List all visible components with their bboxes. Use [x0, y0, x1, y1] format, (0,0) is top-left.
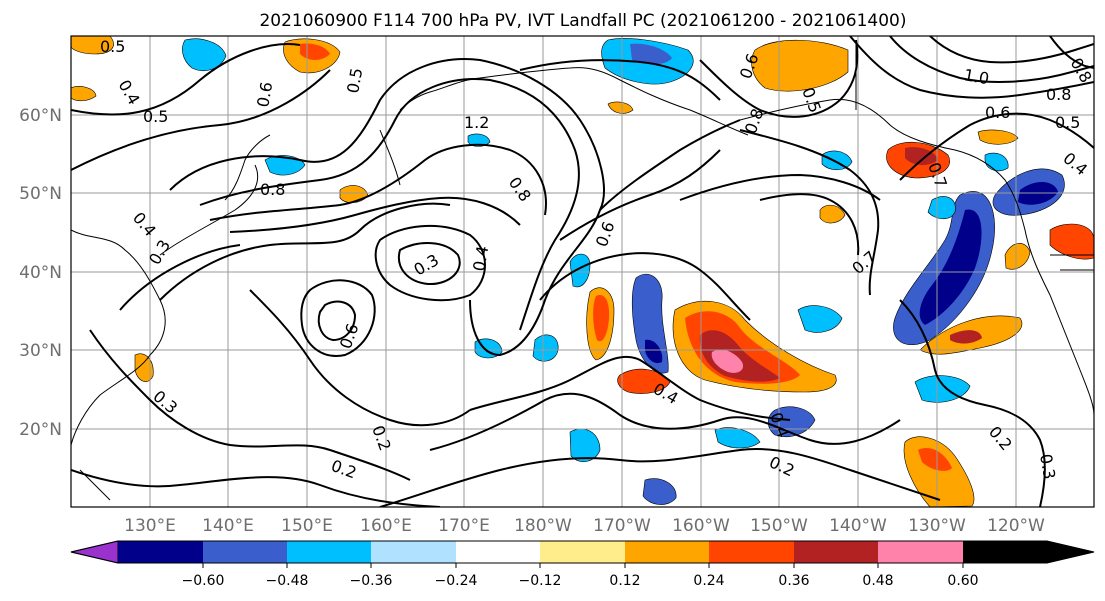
colorbar-segment — [540, 541, 625, 563]
positive-anomaly-south-east-core — [918, 448, 952, 471]
colorbar-tick-label: 0.60 — [947, 573, 978, 589]
colorbar: −0.60 −0.48 −0.36 −0.24 −0.12 0.12 0.24 … — [70, 540, 1095, 589]
contour-label: 0.8 — [1046, 85, 1071, 104]
colorbar-segment — [287, 541, 371, 563]
lat-tick-label: 60°N — [19, 106, 62, 126]
lon-tick-label: 170°W — [593, 516, 651, 536]
colorbar-segment — [456, 541, 540, 563]
contour-label: 0.5 — [143, 107, 168, 126]
negative-anomaly-nw-2 — [264, 155, 306, 176]
positive-anomaly-east-edge — [1049, 223, 1094, 260]
contour-label: 0.5 — [100, 37, 125, 56]
lat-tick-label: 50°N — [19, 184, 62, 204]
colorbar-tick-label: 0.36 — [778, 573, 809, 589]
lat-tick-label: 30°N — [19, 341, 62, 361]
negative-anomaly-north-1-core — [630, 43, 672, 65]
negative-anomaly-nw-coast-core — [919, 209, 982, 325]
lon-tick-label: 130°E — [124, 516, 176, 536]
colorbar-tick-labels: −0.60 −0.48 −0.36 −0.24 −0.12 0.12 0.24 … — [182, 573, 979, 589]
colorbar-segment — [625, 541, 709, 563]
positive-anomaly-north-small — [607, 101, 634, 114]
positive-anomaly-bc — [977, 129, 1019, 145]
positive-anomaly-nw-5 — [134, 353, 154, 382]
lon-tick-label: 160°W — [672, 516, 730, 536]
contour-label: 0.6 — [253, 80, 276, 108]
colorbar-tick-label: 0.12 — [609, 573, 640, 589]
contour-label: 0.5 — [1055, 113, 1080, 132]
figure-title: 2021060900 F114 700 hPa PV, IVT Landfall… — [259, 11, 906, 31]
coastlines — [71, 40, 1094, 501]
positive-anomaly-south — [617, 368, 671, 394]
map-frame — [70, 35, 1095, 508]
negative-anomaly-gulf-north — [821, 150, 853, 171]
negative-anomaly-central-1-core — [645, 339, 663, 364]
contour-label: 0.3 — [1036, 452, 1059, 480]
colorbar-extend-low — [70, 540, 119, 564]
positive-anomaly-central-pacific-core — [699, 330, 780, 382]
lon-tick-label: 160°E — [360, 516, 412, 536]
contour-label: 0.8 — [260, 180, 285, 199]
positive-anomaly-inland — [1004, 243, 1031, 270]
latitude-axis: 20°N 30°N 40°N 50°N 60°N — [19, 106, 62, 440]
positive-anomaly-gulf-alaska-core — [905, 147, 938, 166]
pv-contours — [71, 36, 1094, 507]
negative-anomaly-nw-1 — [182, 38, 227, 71]
map-panel — [71, 36, 1094, 507]
contour-label: 1.0 — [962, 65, 990, 88]
negative-anomaly-nw-3 — [474, 338, 503, 359]
colorbar-segment — [203, 541, 287, 563]
colorbar-segment — [371, 541, 456, 563]
colorbar-segment — [709, 541, 794, 563]
contour-label: 0.4 — [469, 244, 492, 272]
lon-tick-label: 150°W — [750, 516, 808, 536]
colorbar-ticks — [202, 563, 964, 568]
negative-anomaly-south-2 — [714, 427, 761, 449]
colorbar-outline — [70, 540, 1095, 564]
positive-anomaly-gulf-north — [819, 204, 846, 224]
contour-label: 0.6 — [985, 103, 1010, 122]
lat-tick-label: 20°N — [19, 420, 62, 440]
colorbar-segment — [878, 541, 963, 563]
contour-label: 0.5 — [343, 66, 366, 94]
positive-anomaly-ne-pacific-core — [950, 330, 982, 344]
positive-anomaly-central-pacific-peak — [711, 349, 744, 373]
lat-tick-label: 40°N — [19, 263, 62, 283]
lon-tick-label: 140°W — [829, 516, 887, 536]
negative-anomaly-central-2 — [569, 253, 591, 288]
negative-anomaly-south-3 — [642, 478, 677, 505]
lon-tick-label: 120°W — [987, 516, 1045, 536]
negative-anomaly-central-3 — [532, 334, 559, 362]
colorbar-tick-label: −0.36 — [350, 573, 393, 589]
positive-anomaly-nw-3 — [71, 86, 97, 102]
colorbar-tick-label: −0.48 — [266, 573, 309, 589]
colorbar-tick-label: −0.24 — [435, 573, 478, 589]
colorbar-extend-high — [963, 541, 1094, 563]
contour-label: 1.2 — [464, 113, 489, 132]
lon-tick-label: 150°E — [281, 516, 333, 536]
longitude-axis: 130°E 140°E 150°E 160°E 170°E 180°W 170°… — [124, 516, 1045, 536]
colorbar-tick-label: 0.48 — [862, 573, 893, 589]
colorbar-tick-label: −0.60 — [182, 573, 225, 589]
colorbar-tick-label: 0.24 — [693, 573, 724, 589]
lon-tick-label: 140°E — [202, 516, 254, 536]
negative-anomaly-nw-outer — [927, 196, 956, 220]
positive-anomaly-north-center — [751, 39, 849, 92]
negative-anomaly-central-4 — [797, 305, 843, 333]
colorbar-segment — [794, 541, 878, 563]
colorbar-segment — [118, 541, 203, 563]
positive-anomaly-vertical-core — [593, 294, 610, 342]
colorbar-tick-label: −0.12 — [519, 573, 562, 589]
lon-tick-label: 170°E — [438, 516, 490, 536]
positive-anomaly-nw-2 — [71, 36, 114, 55]
lon-tick-label: 180°W — [514, 516, 572, 536]
lon-tick-label: 130°W — [908, 516, 966, 536]
